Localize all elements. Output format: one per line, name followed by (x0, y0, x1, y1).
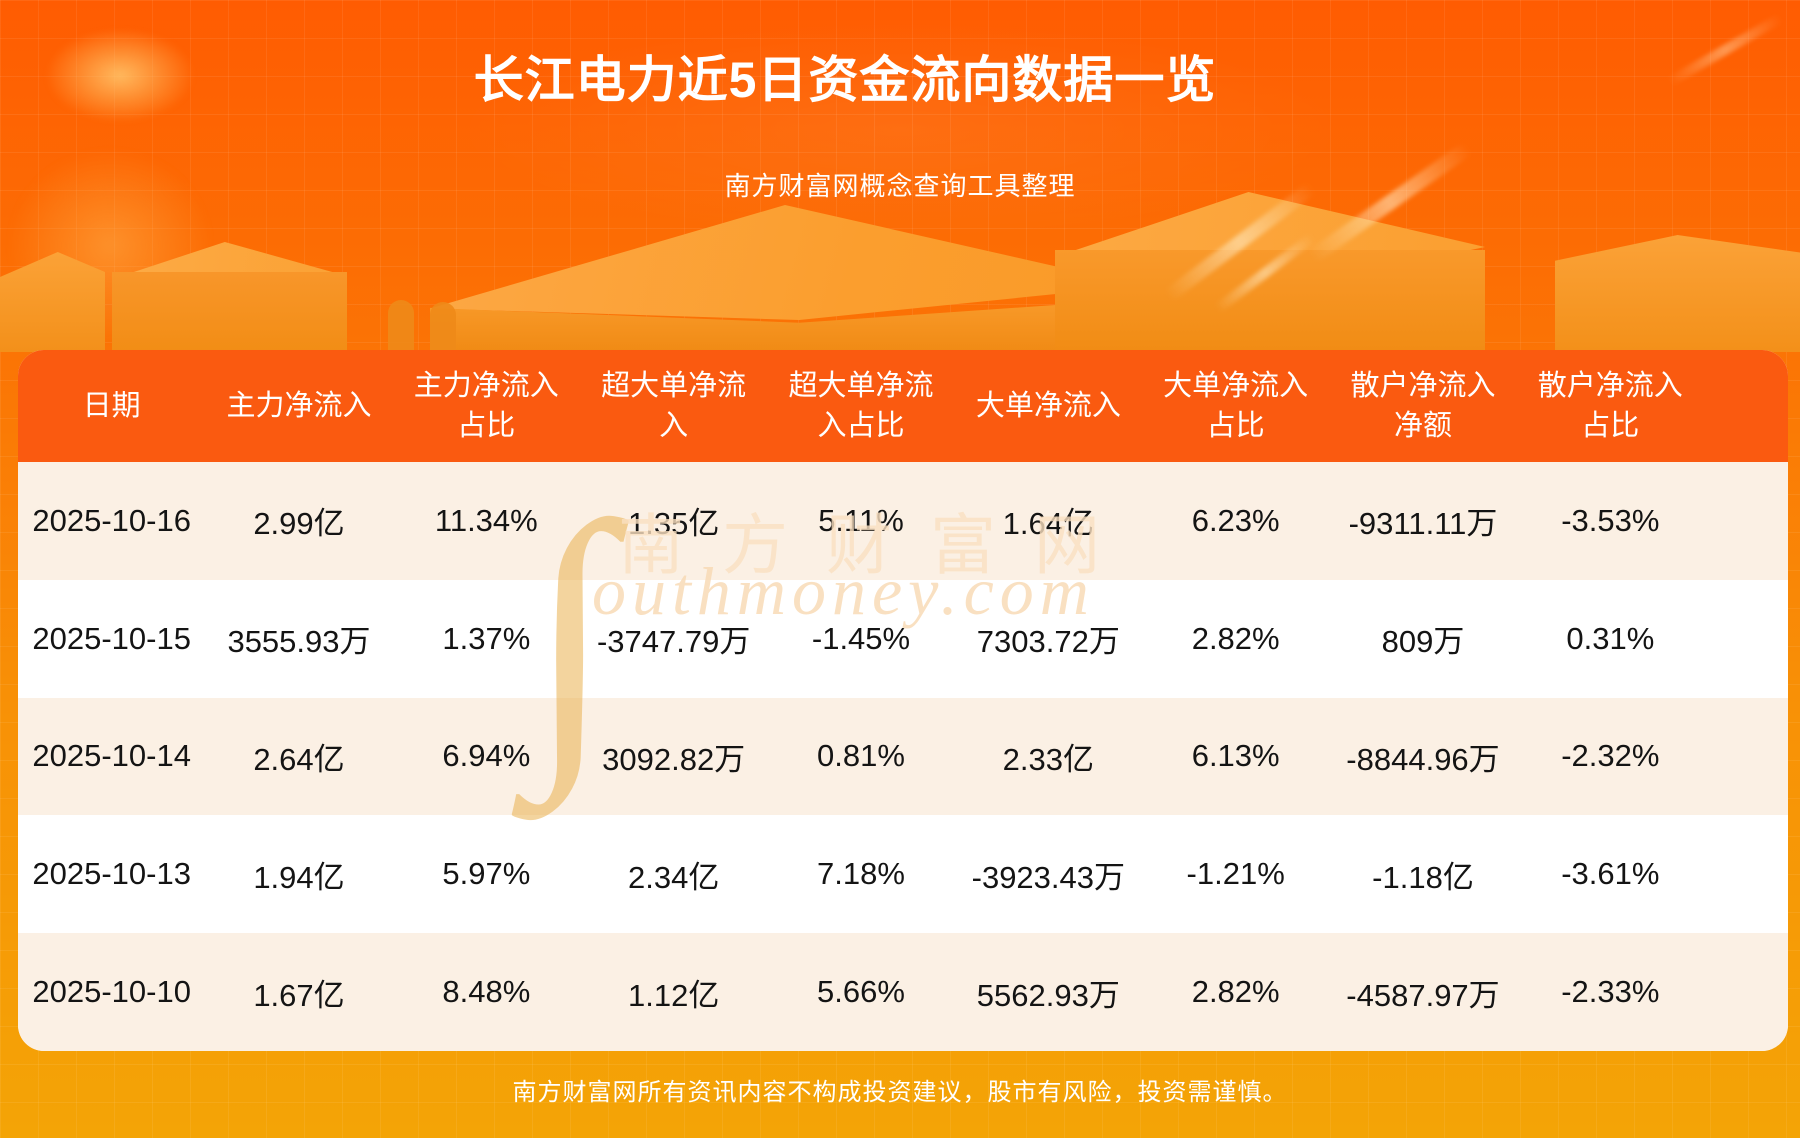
value-cell: -3.53% (1561, 502, 1660, 538)
date-cell: 2025-10-16 (32, 502, 191, 538)
value-cell: 8.48% (442, 974, 531, 1010)
value-cell: 2.99亿 (253, 506, 345, 542)
value-cell: 5.11% (818, 502, 904, 538)
value-cell: 0.81% (817, 738, 905, 774)
date-cell: 2025-10-14 (32, 738, 191, 774)
column-header: 大单净流入 (975, 389, 1121, 422)
table-row: 2025-10-10 1.67亿 8.48% 1.12亿 5.66% 5562.93万 2.… (18, 933, 1788, 1051)
title-glow (450, 20, 1350, 240)
value-cell: -3.61% (1561, 856, 1660, 892)
table-row: 2025-10-14 2.64亿 6.94% 3092.82万 0.81% 2.33亿 6.… (18, 697, 1788, 816)
value-cell: 3092.82万 (602, 741, 746, 777)
value-cell: 1.35亿 (627, 506, 720, 542)
fund-flow-table: 日期 主力净流入 主力净流入占比 超大单净流入 超大单净流入占比 大单净流入 大单净流入占比… (18, 350, 1788, 1051)
podium-far-right (1555, 235, 1800, 352)
column-header: 超大单净流入占比 (788, 369, 934, 442)
value-cell: -2.33% (1561, 974, 1660, 1010)
podium-arch-left (388, 300, 414, 352)
column-header: 散户净流入净额 (1350, 369, 1496, 442)
value-cell: -9311.11万 (1348, 506, 1498, 542)
value-cell: 7.18% (817, 856, 905, 892)
value-cell: 2.33亿 (1002, 741, 1094, 777)
value-cell: -2.32% (1561, 738, 1660, 774)
value-cell: 11.34% (434, 502, 538, 538)
podium-arch-right (430, 302, 456, 354)
page-header: 长江电力近5日资金流向数据一览 (0, 0, 1690, 110)
value-cell: 7303.72万 (976, 624, 1120, 660)
value-cell: 6.13% (1191, 738, 1280, 774)
page-title: 长江电力近5日资金流向数据一览 (473, 52, 1217, 108)
value-cell: -3747.79万 (596, 624, 751, 660)
value-cell: 3555.93万 (227, 624, 371, 660)
table-header-row: 日期 主力净流入 主力净流入占比 超大单净流入 超大单净流入占比 大单净流入 大单净流入占比… (18, 350, 1788, 462)
value-cell: -1.45% (811, 620, 911, 656)
value-cell: 6.23% (1191, 502, 1280, 538)
value-cell: 0.31% (1566, 620, 1655, 656)
value-cell: 2.34亿 (627, 859, 720, 895)
value-cell: 5.97% (442, 856, 531, 892)
table-row: 2025-10-13 1.94亿 5.97% 2.34亿 7.18% -3923.43万 -… (18, 815, 1788, 934)
podium-left-front-face (112, 272, 347, 352)
value-cell: 5.66% (817, 974, 905, 1010)
column-header: 超大单净流入 (601, 369, 747, 442)
value-cell: -1.21% (1186, 856, 1285, 892)
disclaimer-text: 南方财富网所有资讯内容不构成投资建议，股市有风险，投资需谨慎。 (512, 1079, 1288, 1106)
value-cell: 1.67亿 (253, 977, 345, 1013)
column-header: 主力净流入占比 (413, 369, 559, 442)
column-header: 散户净流入占比 (1537, 369, 1683, 442)
value-cell: 2.82% (1191, 620, 1280, 656)
value-cell: 2.82% (1191, 974, 1280, 1010)
value-cell: 1.94亿 (253, 859, 345, 895)
date-cell: 2025-10-15 (32, 620, 191, 656)
value-cell: -8844.96万 (1346, 741, 1500, 777)
column-header: 主力净流入 (226, 389, 372, 422)
table-body: 2025-10-16 2.99亿 11.34% 1.35亿 5.11% 1.64亿 6.23… (18, 462, 1788, 1051)
column-header: 日期 (82, 389, 141, 422)
date-cell: 2025-10-13 (32, 856, 191, 892)
value-cell: -4587.97万 (1346, 977, 1500, 1013)
value-cell: 2.64亿 (253, 741, 345, 777)
value-cell: 1.12亿 (627, 977, 720, 1013)
table-row: 2025-10-16 2.99亿 11.34% 1.35亿 5.11% 1.64亿 6.23… (18, 462, 1788, 580)
page-subtitle: 南方财富网概念查询工具整理 (0, 166, 1800, 203)
value-cell: 5562.93万 (976, 977, 1120, 1013)
value-cell: 809万 (1381, 624, 1465, 660)
value-cell: 6.94% (442, 738, 531, 774)
value-cell: 1.37% (442, 620, 531, 656)
date-cell: 2025-10-10 (32, 974, 191, 1010)
value-cell: -1.18亿 (1372, 859, 1474, 895)
column-header: 大单净流入占比 (1163, 369, 1309, 442)
table-row: 2025-10-15 3555.93万 1.37% -3747.79万 -1.45% 73… (18, 579, 1788, 698)
value-cell: -3923.43万 (971, 859, 1126, 895)
glow-blob-top-left (45, 28, 195, 123)
value-cell: 1.64亿 (1002, 506, 1094, 542)
